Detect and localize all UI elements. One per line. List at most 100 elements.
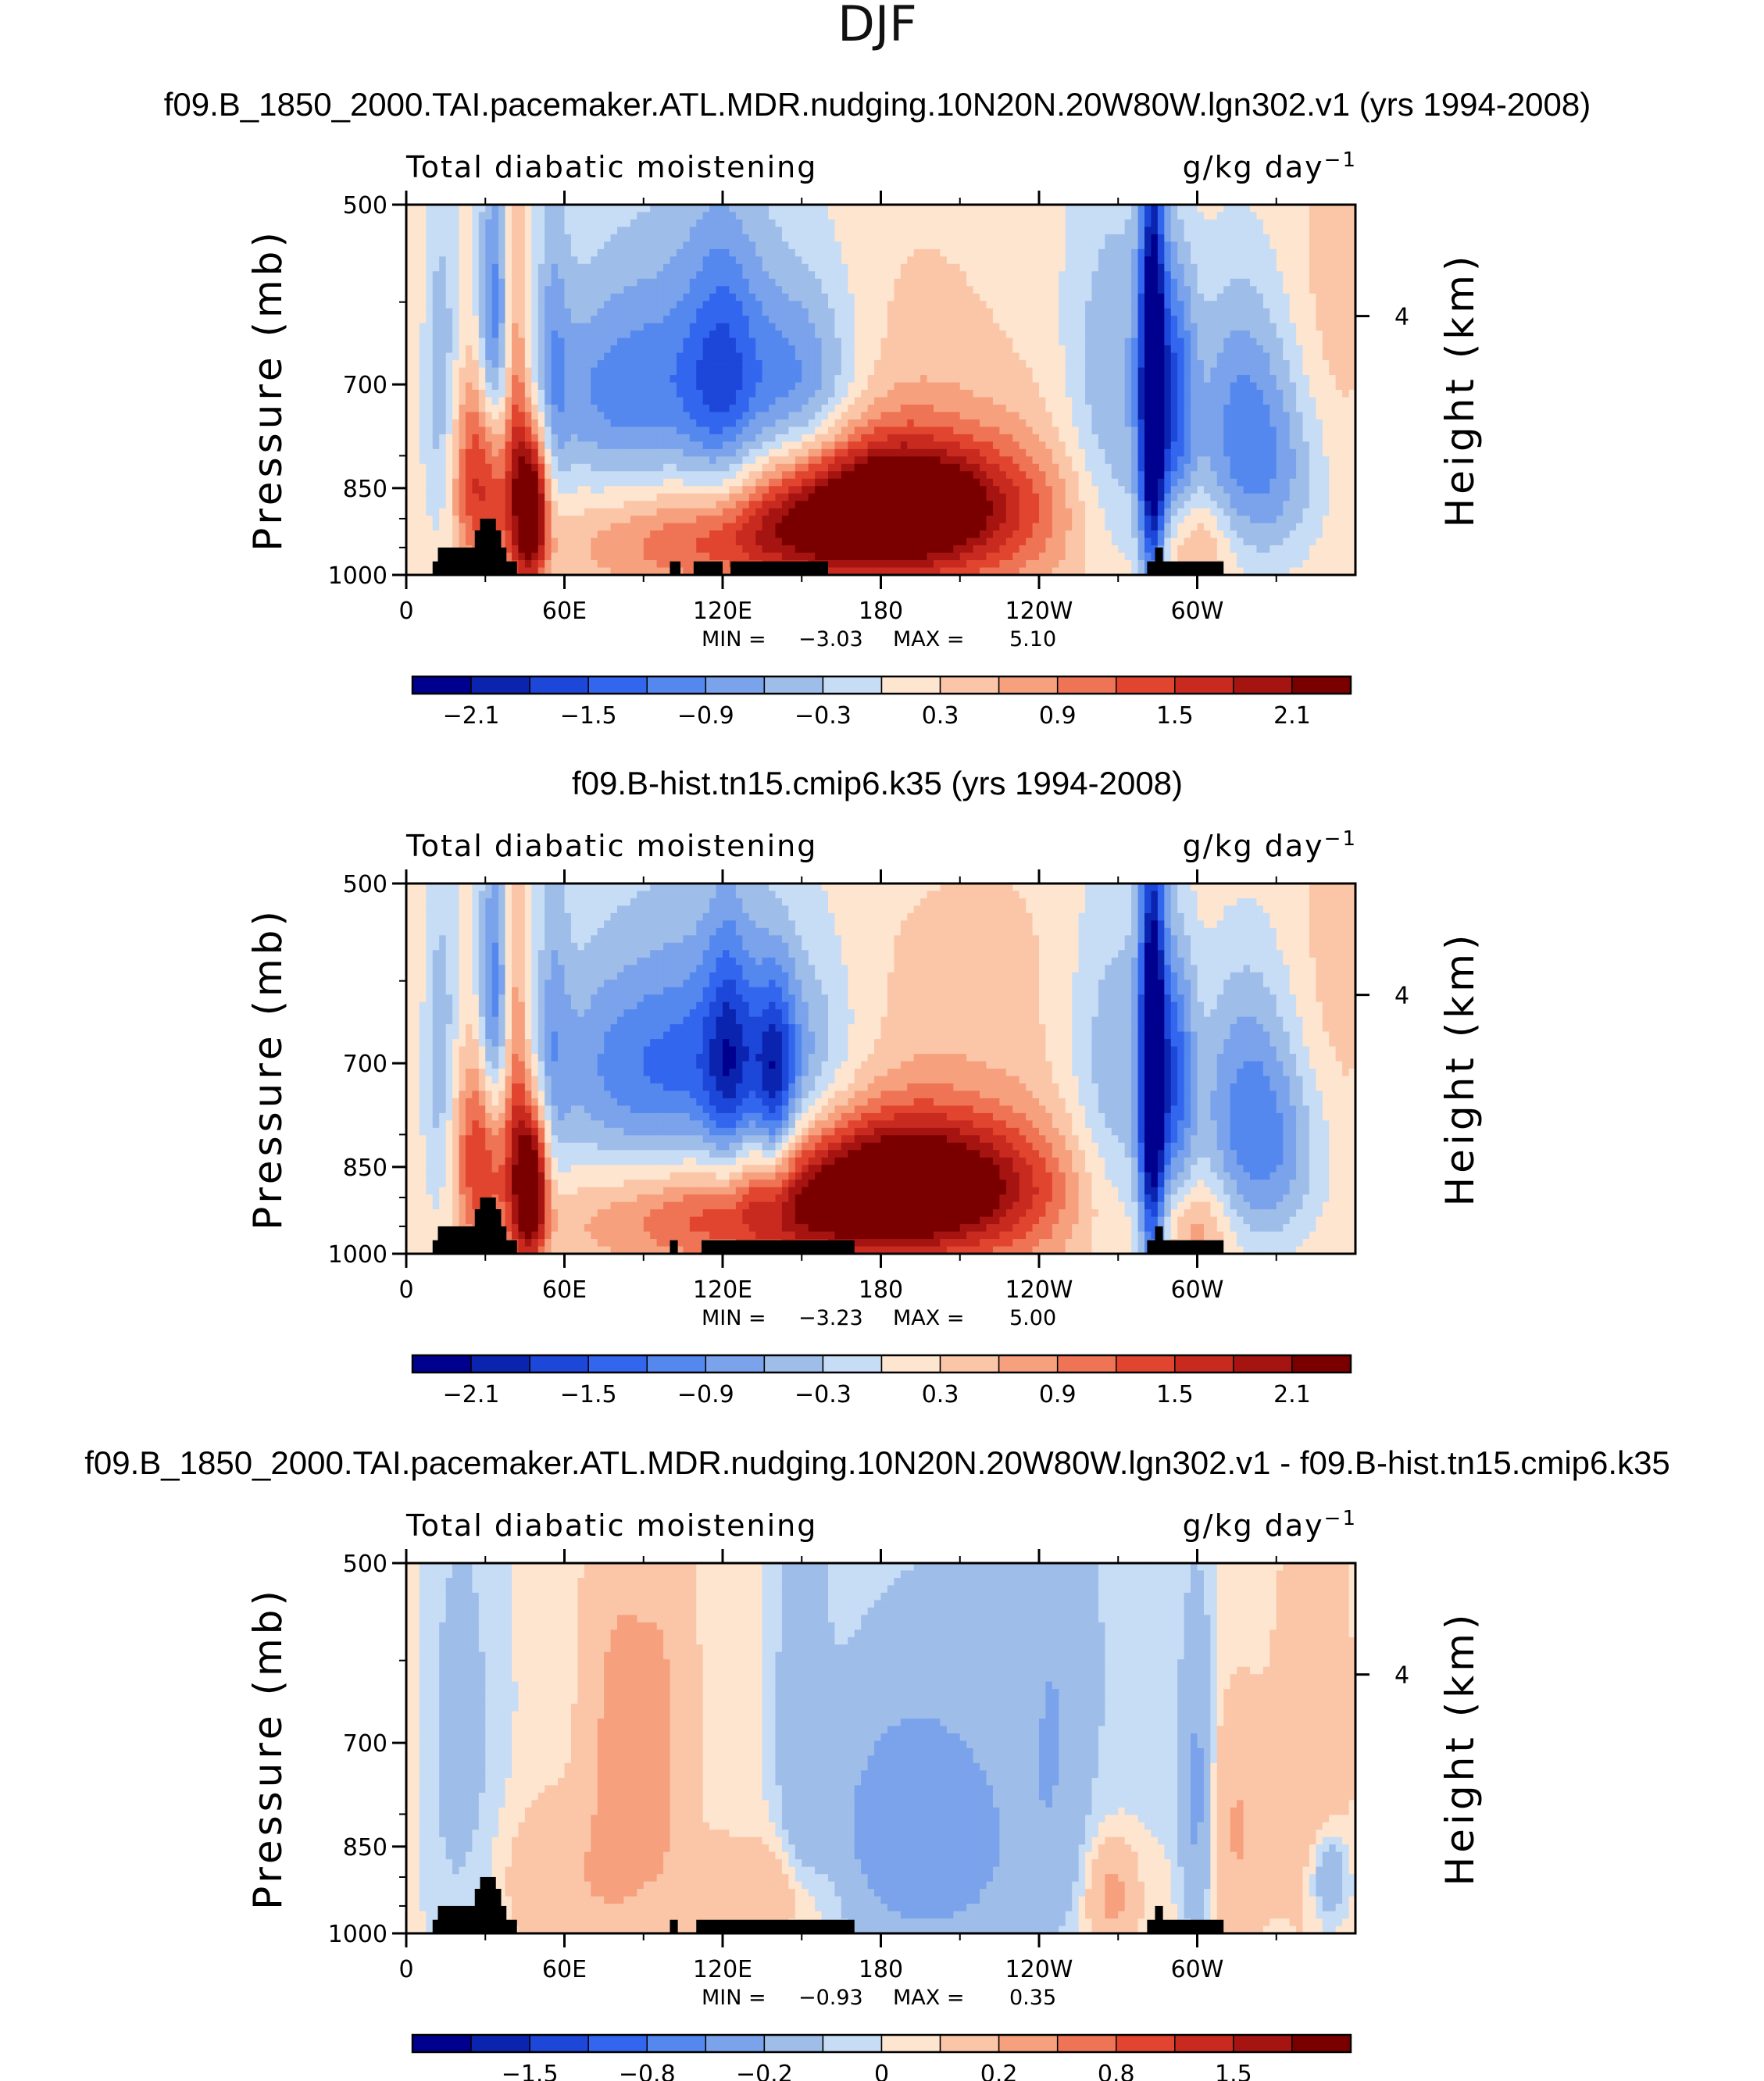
heatmap-cell	[524, 248, 532, 257]
heatmap-cell	[934, 367, 941, 376]
heatmap-cell	[472, 323, 480, 331]
heatmap-cell	[1243, 360, 1251, 369]
heatmap-cell	[1210, 234, 1218, 242]
heatmap-cell	[1091, 205, 1099, 213]
heatmap-cell	[505, 404, 512, 413]
heatmap-cell	[643, 345, 651, 354]
heatmap-cell	[966, 205, 974, 213]
heatmap-cell	[802, 397, 809, 405]
heatmap-cell	[1329, 390, 1337, 398]
heatmap-cell	[1170, 397, 1178, 405]
heatmap-cell	[650, 427, 658, 435]
heatmap-cell	[940, 448, 948, 457]
heatmap-cell	[1151, 412, 1159, 420]
heatmap-cell	[1302, 345, 1310, 354]
heatmap-cell	[1223, 441, 1231, 450]
heatmap-cell	[762, 337, 770, 346]
heatmap-cell	[491, 337, 499, 346]
heatmap-cell	[650, 241, 658, 250]
heatmap-cell	[1309, 434, 1316, 442]
heatmap-cell	[1197, 360, 1205, 369]
heatmap-cell	[1243, 397, 1251, 405]
heatmap-cell	[920, 419, 928, 427]
heatmap-cell	[854, 256, 862, 265]
heatmap-cell	[1197, 427, 1205, 435]
heatmap-cell	[709, 219, 717, 228]
heatmap-cell	[788, 219, 796, 228]
heatmap-cell	[452, 219, 460, 228]
heatmap-cell	[650, 360, 658, 369]
heatmap-cell	[577, 441, 585, 450]
heatmap-cell	[1203, 375, 1211, 384]
heatmap-cell	[1124, 412, 1132, 420]
heatmap-cell	[623, 271, 631, 280]
heatmap-cell	[478, 412, 486, 420]
heatmap-cell	[1262, 293, 1270, 302]
heatmap-cell	[1078, 263, 1086, 272]
heatmap-cell	[735, 263, 743, 272]
heatmap-cell	[630, 234, 637, 242]
heatmap-cell	[808, 434, 816, 442]
heatmap-cell	[643, 360, 651, 369]
heatmap-cell	[867, 360, 875, 369]
heatmap-cell	[670, 404, 677, 413]
heatmap-cell	[570, 286, 578, 294]
heatmap-cell	[808, 404, 816, 413]
heatmap-cell	[1283, 212, 1291, 220]
heatmap-cell	[1170, 293, 1178, 302]
heatmap-cell	[1289, 404, 1297, 413]
heatmap-cell	[1302, 263, 1310, 272]
heatmap-cell	[604, 308, 612, 316]
heatmap-cell	[980, 427, 987, 435]
heatmap-cell	[716, 360, 723, 369]
heatmap-cell	[545, 337, 552, 346]
heatmap-cell	[742, 293, 750, 302]
heatmap-cell	[1335, 330, 1343, 339]
heatmap-cell	[545, 256, 552, 265]
heatmap-cell	[920, 404, 928, 413]
heatmap-cell	[1105, 205, 1112, 213]
heatmap-cell	[637, 316, 645, 324]
heatmap-cell	[1230, 256, 1237, 265]
heatmap-cell	[512, 308, 520, 316]
heatmap-cell	[1005, 441, 1013, 450]
heatmap-cell	[1216, 404, 1224, 413]
heatmap-cell	[709, 241, 717, 250]
heatmap-cell	[577, 271, 585, 280]
heatmap-cell	[597, 345, 605, 354]
heatmap-cell	[769, 248, 777, 257]
heatmap-cell	[459, 367, 466, 376]
heatmap-cell	[769, 301, 777, 309]
heatmap-cell	[1045, 263, 1053, 272]
heatmap-cell	[610, 367, 618, 376]
heatmap-cell	[623, 419, 631, 427]
heatmap-cell	[913, 212, 921, 220]
heatmap-cell	[643, 375, 651, 384]
heatmap-cell	[1124, 390, 1132, 398]
heatmap-cell	[531, 390, 539, 398]
heatmap-cell	[1191, 367, 1198, 376]
heatmap-cell	[1052, 412, 1059, 420]
heatmap-cell	[769, 278, 777, 287]
heatmap-cell	[426, 271, 434, 280]
heatmap-cell	[1177, 382, 1185, 391]
heatmap-cell	[439, 434, 447, 442]
heatmap-cell	[769, 212, 777, 220]
heatmap-cell	[1203, 397, 1211, 405]
heatmap-cell	[617, 219, 625, 228]
heatmap-cell	[1091, 301, 1099, 309]
heatmap-cell	[1019, 427, 1027, 435]
heatmap-cell	[788, 212, 796, 220]
heatmap-cell	[485, 434, 493, 442]
heatmap-cell	[485, 404, 493, 413]
heatmap-cell	[716, 248, 723, 257]
heatmap-cell	[1216, 360, 1224, 369]
heatmap-cell	[723, 434, 730, 442]
heatmap-cell	[1151, 316, 1159, 324]
heatmap-cell	[656, 367, 664, 376]
heatmap-cell	[1065, 427, 1073, 435]
heatmap-cell	[531, 205, 539, 213]
heatmap-cell	[735, 219, 743, 228]
heatmap-cell	[874, 219, 882, 228]
heatmap-cell	[591, 234, 598, 242]
